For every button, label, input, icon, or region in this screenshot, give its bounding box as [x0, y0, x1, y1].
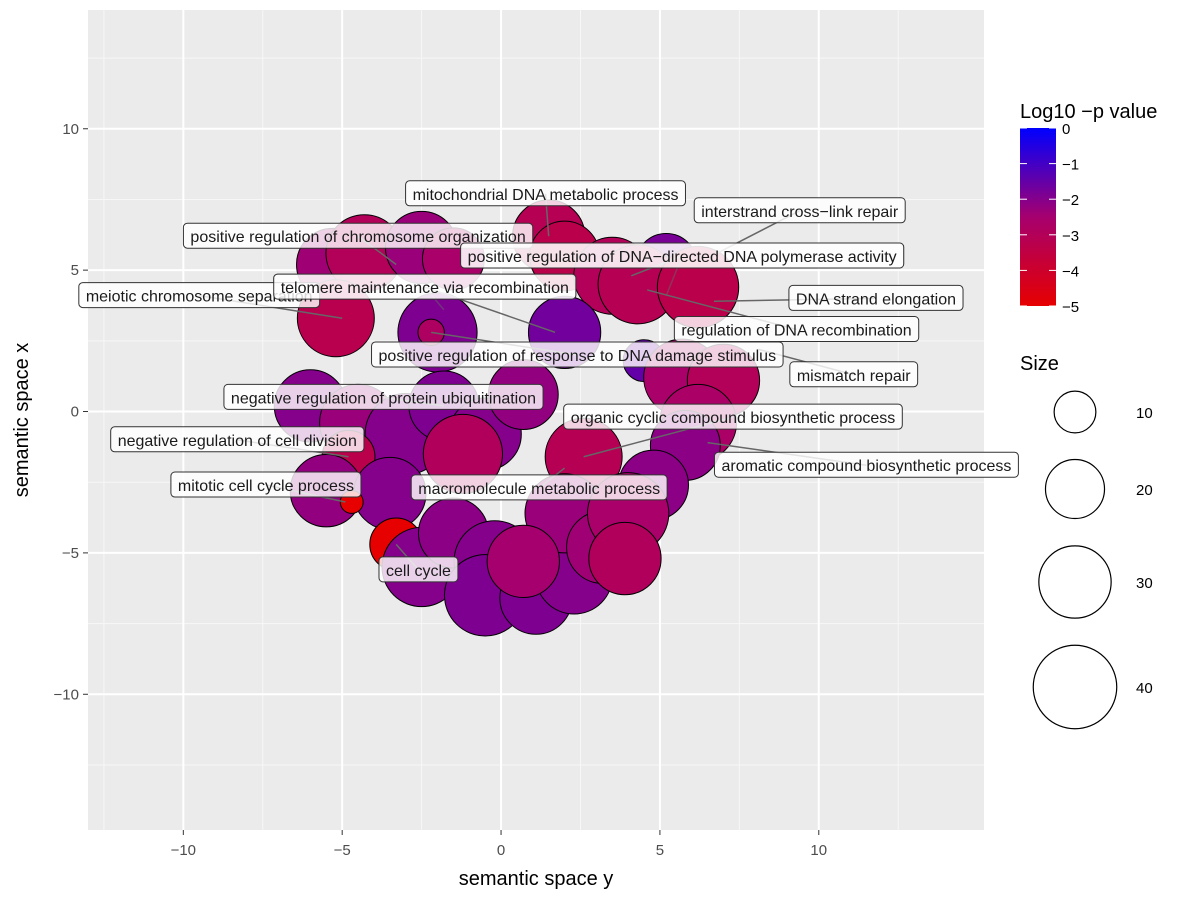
- term-label-text: aromatic compound biosynthetic process: [721, 458, 1011, 475]
- term-label: telomere maintenance via recombination: [273, 273, 577, 300]
- x-tick-label: 10: [810, 842, 827, 859]
- term-label-text: regulation of DNA recombination: [681, 323, 911, 340]
- term-label-box: [170, 471, 362, 498]
- bubble: [486, 524, 560, 599]
- y-axis-title: semantic space x: [11, 343, 33, 498]
- term-label-box: [693, 197, 906, 224]
- term-label-text: telomere maintenance via recombination: [281, 280, 569, 297]
- term-label-box: [410, 474, 668, 501]
- term-label-box: [405, 180, 686, 207]
- color-legend-label: 0: [1062, 121, 1070, 138]
- term-label-box: [371, 341, 784, 368]
- y-tick-label: −5: [62, 545, 79, 562]
- x-tick-label: −5: [334, 842, 351, 859]
- term-label: meiotic chromosome separation: [78, 282, 321, 309]
- color-legend-bar: [1020, 128, 1056, 306]
- term-label-text: DNA strand elongation: [796, 291, 956, 308]
- term-label-text: positive regulation of response to DNA d…: [379, 348, 777, 365]
- term-label: aromatic compound biosynthetic process: [713, 451, 1019, 478]
- term-label-text: macromolecule metabolic process: [418, 481, 660, 498]
- term-label: negative regulation of cell division: [110, 426, 365, 453]
- color-legend-label: −3: [1062, 228, 1079, 245]
- size-legend-label: 40: [1136, 680, 1153, 697]
- term-label-text: cell cycle: [386, 563, 451, 580]
- term-label: regulation of DNA recombination: [673, 316, 920, 343]
- bubble: [588, 521, 662, 596]
- axes: −10 −5 0 5 10 −10 −5 0 5 10: [54, 121, 828, 859]
- term-label: DNA strand elongation: [788, 284, 964, 311]
- term-label: positive regulation of DNA−directed DNA …: [460, 242, 905, 269]
- term-label-box: [223, 383, 544, 410]
- term-label-box: [563, 403, 903, 430]
- term-label-box: [673, 316, 920, 343]
- term-label-text: meiotic chromosome separation: [86, 289, 313, 306]
- term-label-box: [713, 451, 1019, 478]
- term-label: negative regulation of protein ubiquitin…: [223, 383, 544, 410]
- term-label-box: [789, 361, 919, 388]
- term-label: macromolecule metabolic process: [410, 474, 668, 501]
- y-tick-label: −10: [54, 686, 79, 703]
- size-legend-circle: [1053, 390, 1097, 434]
- color-legend-label: −5: [1062, 299, 1079, 316]
- term-label-box: [110, 426, 365, 453]
- term-label: positive regulation of response to DNA d…: [371, 341, 784, 368]
- term-label-text: negative regulation of cell division: [118, 433, 357, 450]
- size-legend-circle: [1032, 644, 1118, 730]
- term-label: mitochondrial DNA metabolic process: [405, 180, 686, 207]
- size-legend-label: 10: [1136, 405, 1153, 422]
- size-legend-label: 20: [1136, 482, 1153, 499]
- term-label-text: mitochondrial DNA metabolic process: [413, 187, 679, 204]
- term-label-text: negative regulation of protein ubiquitin…: [231, 390, 536, 407]
- size-legend-circle: [1038, 545, 1112, 619]
- term-label-text: organic cyclic compound biosynthetic pro…: [571, 410, 896, 427]
- y-tick-label: 10: [62, 121, 79, 138]
- color-legend-label: −1: [1062, 157, 1079, 174]
- term-label-text: positive regulation of DNA−directed DNA …: [468, 249, 897, 266]
- term-label-box: [460, 242, 905, 269]
- size-legend-title: Size: [1020, 353, 1059, 375]
- term-label-box: [378, 556, 459, 583]
- color-legend-ticks: 0 −1 −2 −3 −4 −5: [1020, 121, 1079, 316]
- color-legend-title: Log10 −p value: [1020, 101, 1157, 123]
- term-label-text: mismatch repair: [797, 368, 911, 385]
- term-label-text: mitotic cell cycle process: [178, 478, 354, 495]
- x-tick-label: −10: [171, 842, 196, 859]
- term-label-box: [460, 242, 905, 269]
- term-label: positive regulation of chromosome organi…: [182, 222, 534, 249]
- term-label-box: [273, 273, 577, 300]
- x-tick-label: 5: [656, 842, 664, 859]
- term-label: positive regulation of DNA−directed DNA …: [460, 242, 905, 269]
- term-label: mismatch repair: [789, 361, 919, 388]
- term-labels: mitochondrial DNA metabolic process inter…: [78, 180, 1019, 583]
- y-tick-label: 5: [71, 262, 79, 279]
- size-legend: 10 20 30 40: [1032, 390, 1153, 730]
- term-label: organic cyclic compound biosynthetic pro…: [563, 403, 903, 430]
- term-label-text: positive regulation of chromosome organi…: [190, 229, 525, 246]
- term-label: cell cycle: [378, 556, 459, 583]
- term-label-box: [182, 222, 534, 249]
- y-tick-label: 0: [71, 404, 79, 421]
- x-tick-label: 0: [497, 842, 505, 859]
- term-label-box: [788, 284, 964, 311]
- term-label-text: positive regulation of DNA−directed DNA …: [468, 249, 897, 266]
- size-legend-label: 30: [1136, 575, 1153, 592]
- x-axis-title: semantic space y: [459, 868, 614, 890]
- term-label: mitotic cell cycle process: [170, 471, 362, 498]
- color-legend-label: −2: [1062, 192, 1079, 209]
- size-legend-circle: [1044, 458, 1106, 520]
- term-label: interstrand cross−link repair: [693, 197, 906, 224]
- term-label-text: interstrand cross−link repair: [701, 204, 899, 221]
- color-legend-label: −4: [1062, 263, 1079, 280]
